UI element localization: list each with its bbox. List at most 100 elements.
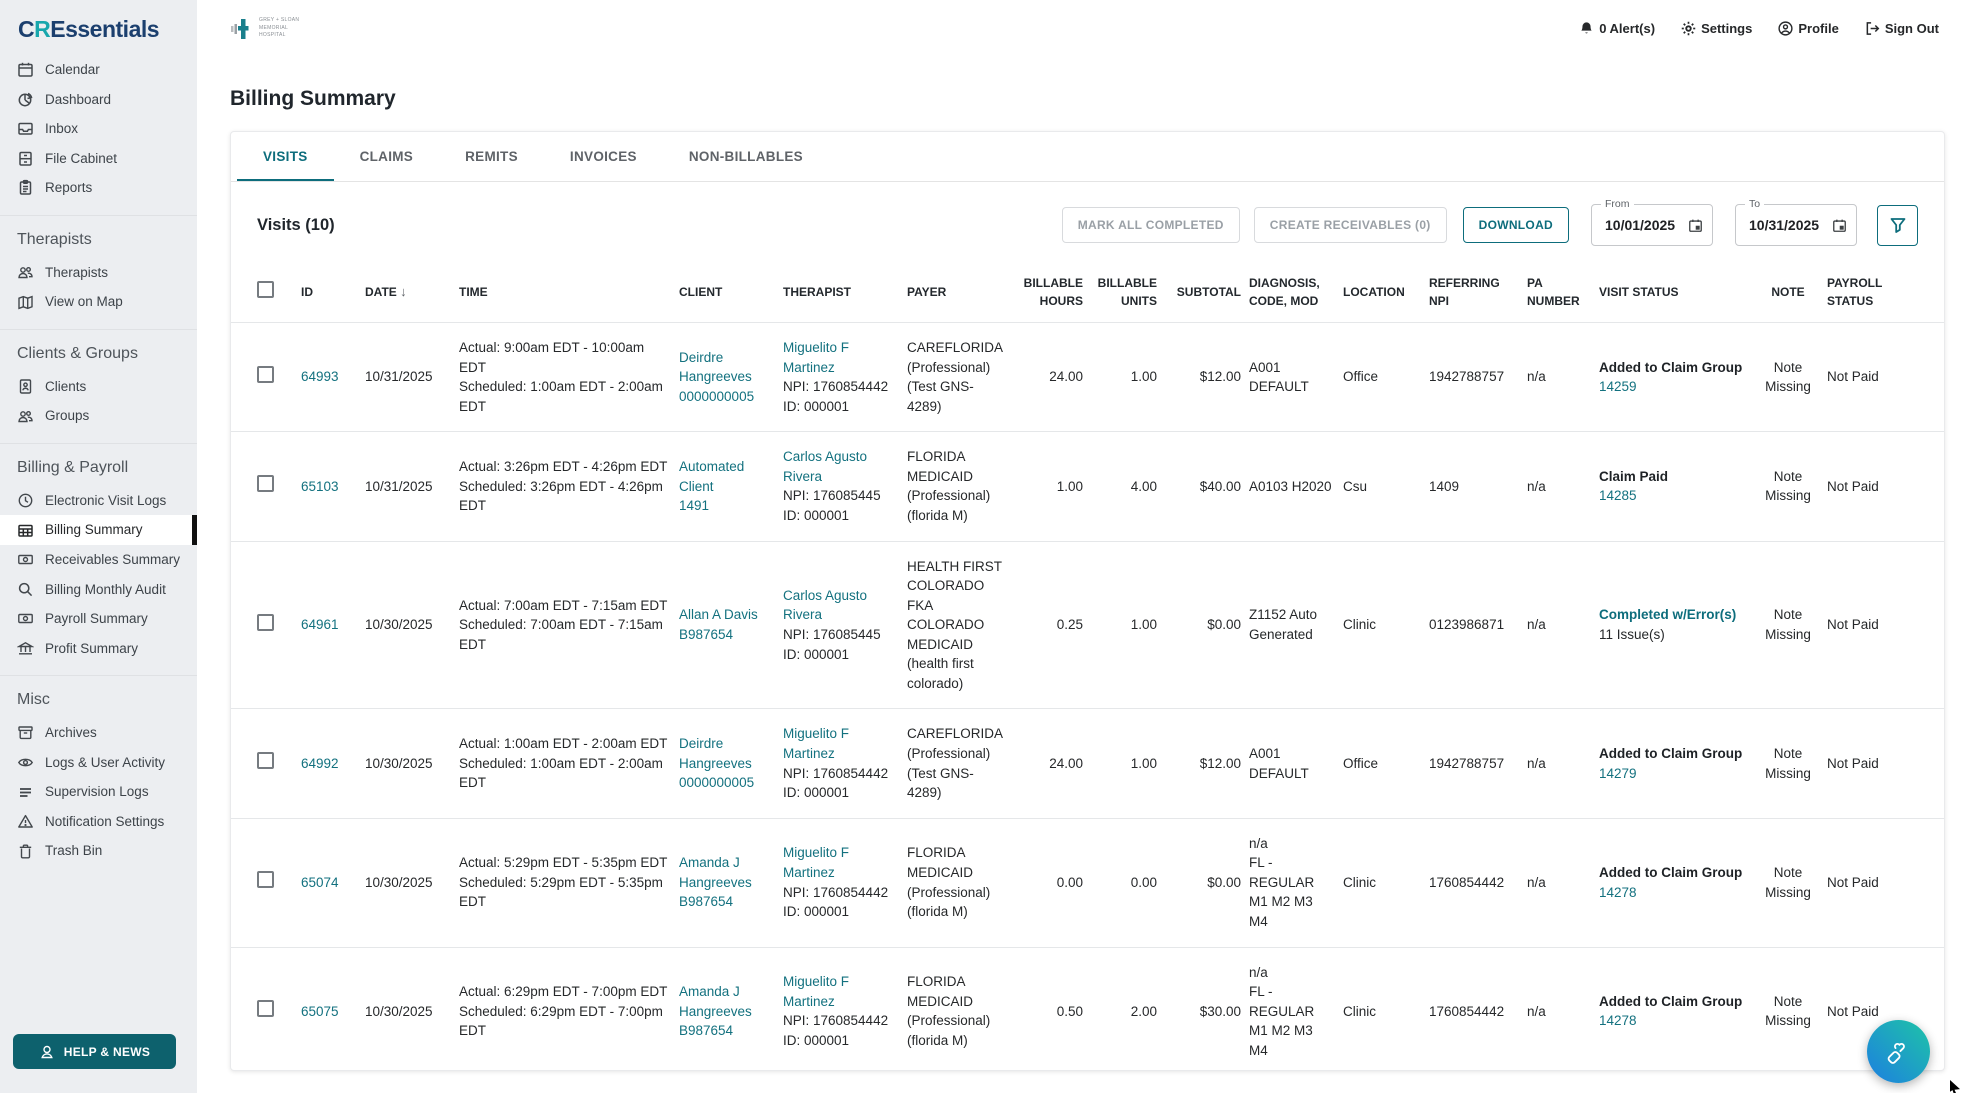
visit-id-link[interactable]: 64992 [301,755,339,771]
therapist-link[interactable]: Miguelito F Martinez [783,974,850,1009]
download-button[interactable]: DOWNLOAD [1462,207,1569,243]
visit-id-link[interactable]: 64961 [301,617,339,633]
client-code-link[interactable]: B987654 [679,894,734,910]
billable-units: 1.00 [1130,617,1157,633]
sidebar-item-file-cabinet[interactable]: File Cabinet [0,144,197,174]
sidebar-item-view-on-map[interactable]: View on Map [0,287,197,317]
client-code-link[interactable]: 1491 [679,498,710,514]
sidebar-item-logs-user-activity[interactable]: Logs & User Activity [0,748,197,778]
sidebar-item-clients[interactable]: Clients [0,372,197,402]
tab-remits[interactable]: REMITS [465,149,518,164]
bell-icon [1581,22,1592,34]
therapist-link[interactable]: Carlos Agusto Rivera [783,587,868,623]
visit-time: Actual: 7:00am EDT - 7:15am EDT Schedule… [459,597,668,652]
visit-id-link[interactable]: 65074 [301,874,339,890]
create-receivables-button[interactable]: CREATE RECEIVABLES (0) [1253,207,1447,243]
sidebar-item-calendar[interactable]: Calendar [0,55,197,85]
therapist-link[interactable]: Carlos Agusto Rivera [783,449,868,484]
col-header-date[interactable]: DATE ↓ [365,282,451,302]
client-link[interactable]: Automated Client [679,459,745,494]
claim-group-link[interactable]: 14279 [1599,765,1637,781]
filter-button[interactable] [1877,204,1918,246]
visit-date: 10/30/2025 [365,874,433,890]
visit-id-link[interactable]: 65075 [301,1003,339,1019]
visit-id-link[interactable]: 65103 [301,478,339,494]
col-header-billable-hours: BILLABLE HOURS [1023,276,1083,308]
sign-out-button[interactable]: Sign Out [1865,21,1939,36]
calendar-icon[interactable] [1688,218,1703,233]
help-news-button[interactable]: HELP & NEWS [13,1034,176,1069]
location: Clinic [1343,1003,1377,1019]
profile-button[interactable]: Profile [1778,21,1839,36]
sidebar-item-label: Archives [45,725,97,741]
client-code-link[interactable]: 0000000005 [679,388,755,404]
tab-visits[interactable]: VISITS [237,132,334,181]
therapist-ids: NPI: 1760854442 ID: 000001 [783,884,889,920]
row-checkbox[interactable] [257,1000,274,1018]
note-status: Note Missing [1765,607,1811,642]
row-checkbox[interactable] [257,365,274,383]
tab-non-billables[interactable]: NON-BILLABLES [688,149,803,164]
row-checkbox[interactable] [257,475,274,493]
claim-group-link[interactable]: 14278 [1599,1013,1637,1029]
client-link[interactable]: Amanda J Hangreeves [679,984,752,1019]
to-date-field[interactable]: To 10/31/2025 [1735,198,1857,246]
sidebar-item-groups[interactable]: Groups [0,401,197,431]
col-header-date-label: DATE [365,285,397,300]
sidebar-item-dashboard[interactable]: Dashboard [0,85,197,115]
pa-number: n/a [1527,617,1546,633]
sidebar-item-billing-summary[interactable]: Billing Summary [0,515,197,546]
from-date-label: From [1601,198,1634,210]
sidebar-item-supervision-logs[interactable]: Supervision Logs [0,777,197,807]
row-checkbox[interactable] [257,613,274,631]
sidebar-item-therapists[interactable]: Therapists [0,258,197,288]
sidebar-item-electronic-visit-logs[interactable]: Electronic Visit Logs [0,486,197,516]
billable-units: 2.00 [1130,1003,1157,1019]
alerts-button[interactable]: 0 Alert(s) [1579,21,1655,36]
sidebar-item-inbox[interactable]: Inbox [0,114,197,144]
visit-id-link[interactable]: 64993 [301,369,339,385]
client-code-link[interactable]: 0000000005 [679,775,755,791]
client-code-link[interactable]: B987654 [679,1023,734,1039]
client-link[interactable]: Deirdre Hangreeves [679,349,752,385]
mark-all-completed-button[interactable]: MARK ALL COMPLETED [1061,207,1240,243]
client-link[interactable]: Allan A Davis [679,607,758,623]
sidebar-item-notification-settings[interactable]: Notification Settings [0,807,197,837]
sidebar-item-profit-summary[interactable]: Profit Summary [0,634,197,664]
profile-label: Profile [1798,21,1839,36]
row-checkbox[interactable] [257,752,274,770]
visit-status-error-link[interactable]: Completed w/Error(s) [1599,607,1737,623]
payer: FLORIDA MEDICAID (Professional) (florida… [907,845,991,920]
client-link[interactable]: Deirdre Hangreeves [679,736,752,771]
tab-invoices[interactable]: INVOICES [569,149,637,164]
therapist-link[interactable]: Miguelito F Martinez [783,845,850,881]
settings-button[interactable]: Settings [1681,21,1752,36]
claim-group-link[interactable]: 14259 [1599,379,1637,395]
billable-hours: 24.00 [1049,369,1083,385]
from-date-field[interactable]: From 10/01/2025 [1591,198,1713,246]
visit-status: Added to Claim Group 14278 [1599,992,1749,1031]
billable-hours: 24.00 [1049,755,1083,771]
reports-icon [19,180,32,196]
claim-group-link[interactable]: 14285 [1599,488,1637,504]
sidebar-item-archives[interactable]: Archives [0,718,197,748]
subtotal: $12.00 [1199,369,1241,385]
sort-desc-icon[interactable]: ↓ [400,284,407,300]
visit-time: Actual: 3:26pm EDT - 4:26pm EDT Schedule… [459,459,668,514]
sidebar-item-billing-monthly-audit[interactable]: Billing Monthly Audit [0,575,197,605]
client-link[interactable]: Amanda J Hangreeves [679,855,752,890]
sidebar-item-reports[interactable]: Reports [0,173,197,203]
therapist-link[interactable]: Miguelito F Martinez [783,340,850,375]
sidebar-item-receivables-summary[interactable]: Receivables Summary [0,545,197,575]
therapist-link[interactable]: Miguelito F Martinez [783,726,850,761]
sidebar-item-payroll-summary[interactable]: Payroll Summary [0,604,197,634]
claim-group-link[interactable]: 14278 [1599,884,1637,900]
row-checkbox[interactable] [257,871,274,889]
sidebar-item-trash-bin[interactable]: Trash Bin [0,836,197,866]
calendar-icon[interactable] [1832,218,1847,233]
client-code-link[interactable]: B987654 [679,626,734,642]
tab-claims[interactable]: CLAIMS [359,149,414,164]
sidebar-item-label: Groups [45,408,90,424]
select-all-checkbox[interactable] [257,281,274,298]
floating-action-button[interactable] [1867,1020,1930,1083]
